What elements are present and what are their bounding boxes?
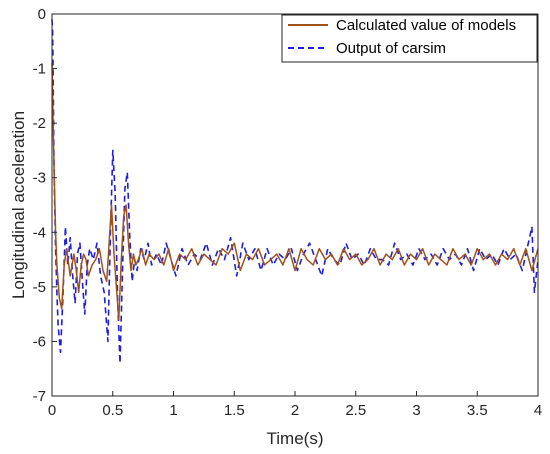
x-tick-label: 4 (534, 402, 542, 419)
x-tick-label: 3 (412, 402, 420, 419)
y-tick-label: -5 (33, 279, 46, 296)
plot-area (52, 14, 538, 396)
legend-label-calculated: Calculated value of models (336, 17, 516, 34)
x-tick-label: 0.5 (102, 402, 123, 419)
x-tick-label: 2 (291, 402, 299, 419)
y-tick-label: -3 (33, 170, 46, 187)
x-tick-label: 2.5 (345, 402, 366, 419)
x-tick-label: 0 (48, 402, 56, 419)
legend-label-carsim: Output of carsim (336, 40, 446, 57)
legend: Calculated value of models Output of car… (281, 14, 538, 63)
legend-box (281, 14, 538, 63)
y-tick-label: -6 (33, 333, 46, 350)
y-axis-ticks: 0 -1 -2 -3 -4 -5 -6 -7 (33, 6, 57, 405)
y-axis-label: Longitudinal acceleration (9, 111, 28, 299)
x-tick-label: 3.5 (467, 402, 488, 419)
series-line-carsim (51, 19, 539, 365)
series-layer (51, 19, 539, 365)
x-axis-ticks: 0 0.5 1 1.5 2 2.5 3 3.5 4 (48, 391, 542, 419)
y-tick-label: -7 (33, 388, 46, 405)
x-tick-label: 1.5 (224, 402, 245, 419)
series-line-calculated (51, 63, 539, 321)
y-tick-label: -4 (33, 224, 46, 241)
x-axis-label: Time(s) (267, 429, 324, 448)
y-tick-label: 0 (38, 6, 46, 23)
x-tick-label: 1 (169, 402, 177, 419)
y-tick-label: -1 (33, 61, 46, 78)
y-tick-label: -2 (33, 115, 46, 132)
